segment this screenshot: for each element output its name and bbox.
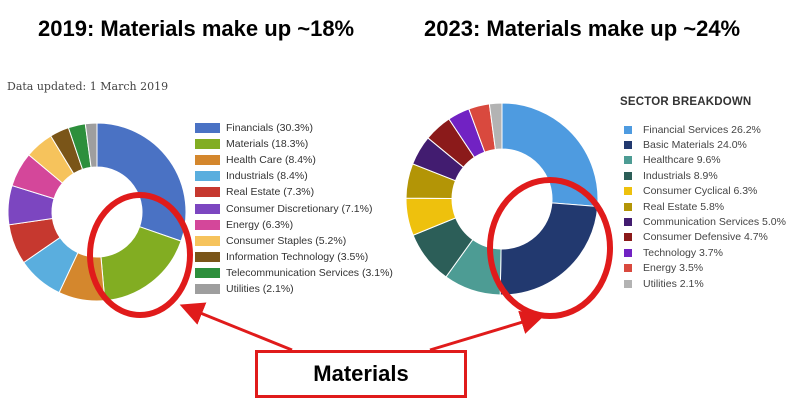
right-donut-chart [405, 102, 599, 296]
right-legend-item: Technology 3.7% [624, 245, 786, 260]
left-legend-item: Consumer Staples (5.2%) [195, 233, 393, 249]
right-legend-label: Utilities 2.1% [643, 277, 704, 290]
right-legend-label: Real Estate 5.8% [643, 200, 725, 213]
right-legend-label: Healthcare 9.6% [643, 154, 721, 167]
left-legend-item: Telecommunication Services (3.1%) [195, 265, 393, 281]
sector-breakdown-heading: SECTOR BREAKDOWN [620, 96, 752, 108]
right-legend-label: Financial Services 26.2% [643, 123, 761, 136]
right-legend-swatch [624, 248, 632, 257]
right-slice-basic-materials [499, 202, 599, 296]
right-legend-label: Industrials 8.9% [643, 169, 718, 182]
right-slice-financial-services [501, 102, 599, 208]
left-legend-swatch [195, 187, 220, 198]
left-legend-label: Materials (18.3%) [226, 138, 309, 151]
left-slice-materials [100, 226, 182, 302]
left-legend-label: Financials (30.3%) [226, 122, 313, 135]
right-legend-item: Industrials 8.9% [624, 168, 786, 183]
right-legend-label: Consumer Cyclical 6.3% [643, 185, 758, 198]
left-legend-swatch [195, 251, 220, 262]
left-legend-label: Consumer Staples (5.2%) [226, 234, 347, 247]
left-chart-legend: Financials (30.3%) Materials (18.3%) Healt… [195, 120, 393, 297]
left-legend-swatch [195, 171, 220, 182]
left-legend-item: Industrials (8.4%) [195, 168, 393, 184]
materials-callout-label: Materials [313, 361, 409, 386]
right-legend-swatch [624, 171, 632, 180]
left-legend-swatch [195, 139, 220, 150]
left-slice-utilities [84, 122, 98, 168]
left-legend-label: Utilities (2.1%) [226, 282, 294, 295]
left-slice-financials [96, 122, 187, 242]
left-chart-title: 2019: Materials make up ~18% [38, 16, 355, 41]
left-legend-item: Information Technology (3.5%) [195, 249, 393, 265]
right-legend-label: Consumer Defensive 4.7% [643, 231, 768, 244]
right-legend-swatch [624, 141, 632, 150]
right-legend-label: Communication Services 5.0% [643, 216, 786, 229]
left-legend-label: Information Technology (3.5%) [226, 250, 369, 263]
left-legend-swatch [195, 283, 220, 294]
right-legend-label: Basic Materials 24.0% [643, 139, 747, 152]
right-chart-legend: Financial Services 26.2% Basic Materials … [624, 122, 786, 291]
right-legend-swatch [624, 202, 632, 211]
left-legend-label: Consumer Discretionary (7.1%) [226, 202, 373, 215]
left-legend-swatch [195, 235, 220, 246]
right-legend-swatch [624, 156, 632, 165]
materials-callout-box: Materials [255, 350, 467, 398]
right-legend-item: Utilities 2.1% [624, 276, 786, 291]
right-legend-swatch [624, 264, 632, 273]
right-legend-swatch [624, 218, 632, 227]
left-legend-label: Energy (6.3%) [226, 218, 294, 231]
data-updated-note: Data updated: 1 March 2019 [7, 80, 169, 93]
left-legend-item: Energy (6.3%) [195, 217, 393, 233]
left-legend-swatch [195, 267, 220, 278]
left-legend-item: Utilities (2.1%) [195, 281, 393, 297]
left-legend-label: Industrials (8.4%) [226, 170, 308, 183]
right-legend-swatch [624, 279, 632, 288]
left-legend-item: Consumer Discretionary (7.1%) [195, 200, 393, 216]
left-legend-item: Materials (18.3%) [195, 136, 393, 152]
right-slice-utilities [488, 102, 503, 150]
right-legend-item: Consumer Cyclical 6.3% [624, 184, 786, 199]
right-legend-item: Real Estate 5.8% [624, 199, 786, 214]
right-chart-title: 2023: Materials make up ~24% [424, 16, 741, 41]
left-legend-swatch [195, 219, 220, 230]
left-donut-chart [7, 122, 187, 302]
right-legend-item: Communication Services 5.0% [624, 214, 786, 229]
right-legend-item: Energy 3.5% [624, 261, 786, 276]
right-legend-item: Healthcare 9.6% [624, 153, 786, 168]
left-legend-label: Health Care (8.4%) [226, 154, 316, 167]
right-legend-item: Financial Services 26.2% [624, 122, 786, 137]
right-legend-label: Energy 3.5% [643, 262, 704, 275]
right-legend-swatch [624, 125, 632, 134]
left-legend-swatch [195, 123, 220, 134]
left-legend-label: Telecommunication Services (3.1%) [226, 266, 393, 279]
right-legend-swatch [624, 233, 632, 242]
left-legend-item: Real Estate (7.3%) [195, 184, 393, 200]
left-legend-swatch [195, 155, 220, 166]
right-legend-item: Basic Materials 24.0% [624, 137, 786, 152]
left-legend-swatch [195, 203, 220, 214]
right-legend-label: Technology 3.7% [643, 246, 723, 259]
right-legend-swatch [624, 187, 632, 196]
left-legend-item: Health Care (8.4%) [195, 152, 393, 168]
left-legend-label: Real Estate (7.3%) [226, 186, 315, 199]
left-legend-item: Financials (30.3%) [195, 120, 393, 136]
right-legend-item: Consumer Defensive 4.7% [624, 230, 786, 245]
